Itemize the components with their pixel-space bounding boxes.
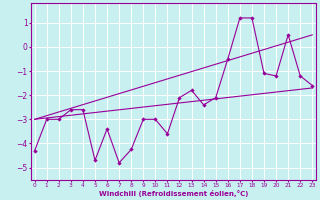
X-axis label: Windchill (Refroidissement éolien,°C): Windchill (Refroidissement éolien,°C)	[99, 190, 248, 197]
